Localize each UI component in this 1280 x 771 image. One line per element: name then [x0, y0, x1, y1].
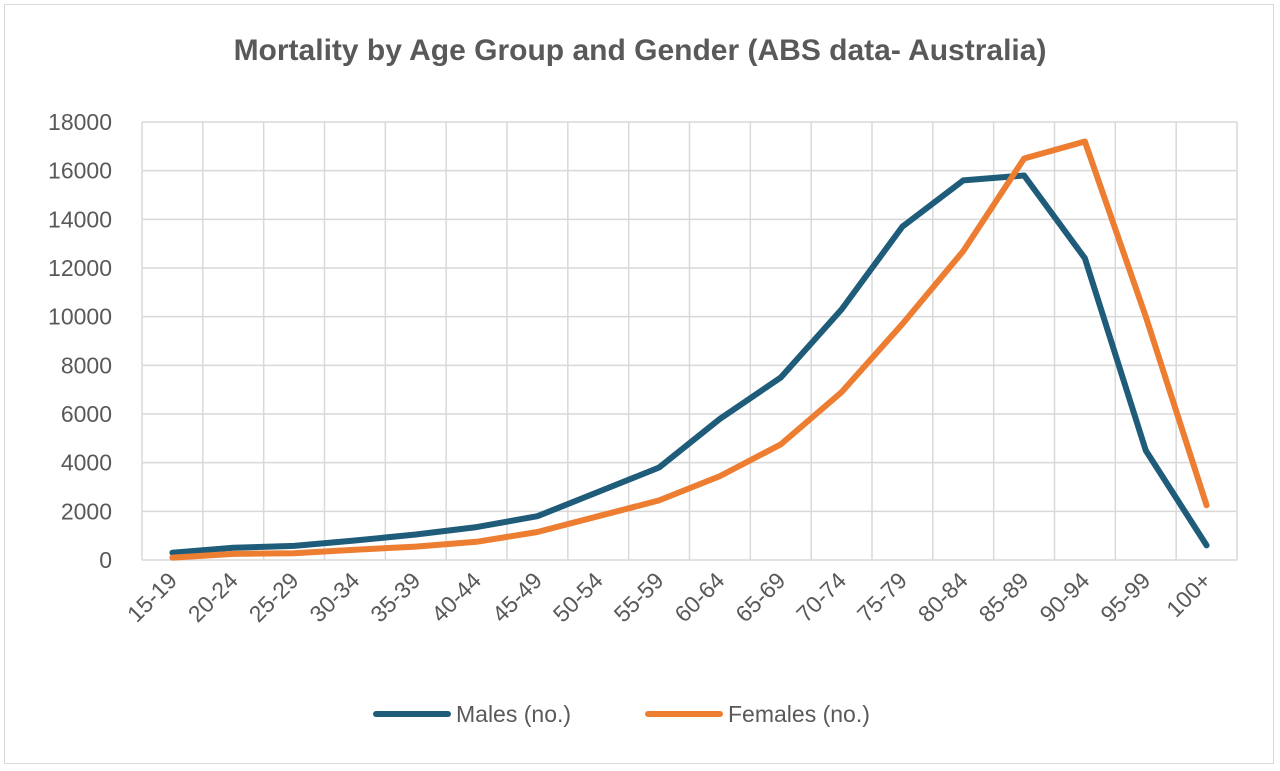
y-tick-label: 6000: [61, 401, 112, 427]
y-axis-ticks: 0 2000 4000 6000 8000 10000 12000 14000 16000 180…: [48, 109, 112, 573]
series-lines: [169, 138, 1210, 561]
y-tick-label: 2000: [61, 498, 112, 524]
x-tick-label: 75-79: [852, 567, 912, 627]
y-tick-label: 18000: [48, 109, 112, 135]
x-tick-label: 85-89: [974, 567, 1034, 627]
x-tick-label: 100+: [1161, 567, 1216, 622]
chart-title: Mortality by Age Group and Gender (ABS d…: [233, 34, 1047, 67]
x-tick-label: 50-54: [548, 567, 608, 627]
grid-lines: [141, 121, 1238, 561]
y-tick-label: 8000: [61, 352, 112, 378]
legend: Males (no.) Females (no.): [373, 701, 870, 727]
x-tick-label: 45-49: [487, 567, 547, 627]
y-tick-label: 14000: [48, 206, 112, 232]
x-axis-ticks: 15-19 20-24 25-29 30-34 35-39 40-44 45-49 50-54…: [122, 567, 1216, 627]
legend-label: Females (no.): [728, 701, 870, 727]
x-tick-label: 60-64: [669, 567, 729, 627]
series-line-females: [169, 138, 1210, 561]
x-tick-label: 55-59: [609, 567, 669, 627]
x-tick-label: 70-74: [791, 567, 851, 627]
x-tick-label: 90-94: [1034, 567, 1094, 627]
x-tick-label: 95-99: [1095, 567, 1155, 627]
x-tick-label: 35-39: [365, 567, 425, 627]
series-line-males: [169, 172, 1210, 556]
legend-label: Males (no.): [456, 701, 571, 727]
y-tick-label: 0: [99, 547, 112, 573]
x-tick-label: 65-69: [730, 567, 790, 627]
y-tick-label: 16000: [48, 158, 112, 184]
x-tick-label: 20-24: [183, 567, 243, 627]
chart-frame: [4, 4, 1274, 764]
x-tick-label: 80-84: [913, 567, 973, 627]
y-tick-label: 4000: [61, 450, 112, 476]
y-tick-label: 12000: [48, 255, 112, 281]
x-tick-label: 40-44: [426, 567, 486, 627]
x-tick-label: 15-19: [122, 567, 182, 627]
x-tick-label: 25-29: [244, 567, 304, 627]
x-tick-label: 30-34: [304, 567, 364, 627]
y-tick-label: 10000: [48, 304, 112, 330]
